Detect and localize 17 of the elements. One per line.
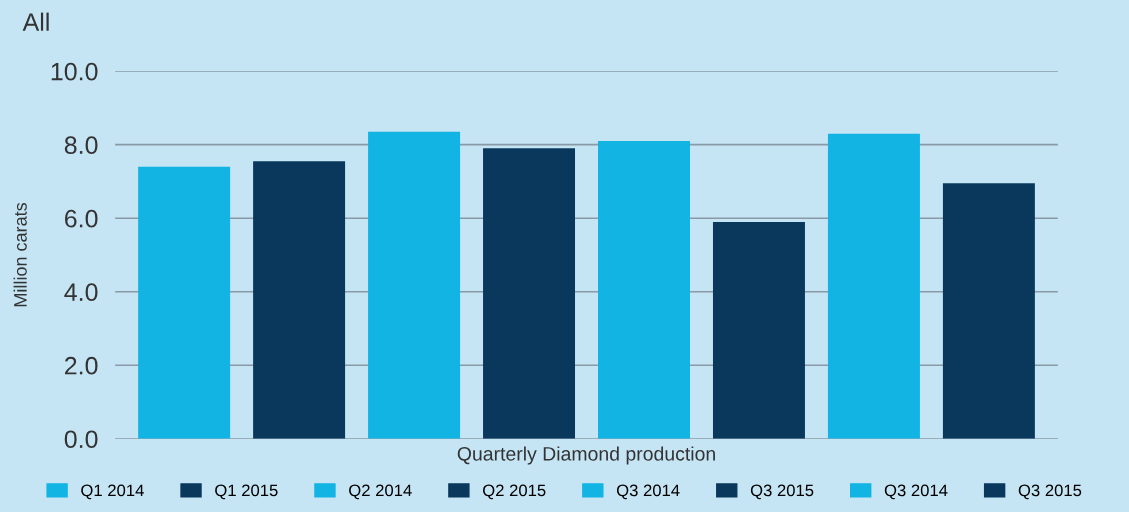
y-axis-title: Million carats [13, 202, 27, 307]
legend-label: Q3 2015 [750, 484, 814, 500]
y-tick-label: 8.0 [64, 136, 98, 154]
x-axis-title: Quarterly Diamond production [457, 446, 715, 465]
legend-label: Q1 2014 [81, 484, 144, 500]
legend-label: Q1 2015 [215, 484, 278, 500]
y-tick-label: 6.0 [65, 209, 98, 228]
chart-title: All [22, 12, 49, 31]
legend-label: Q2 2015 [483, 484, 546, 500]
legend-label: Q3 2014 [884, 484, 948, 500]
y-tick-label: 0.0 [64, 430, 98, 449]
y-tick-label: 4.0 [64, 283, 98, 302]
y-tick-label: 2.0 [65, 356, 98, 375]
legend-label: Q3 2015 [1018, 484, 1082, 500]
y-tick-label: 10.0 [51, 62, 98, 81]
legend-label: Q2 2014 [349, 484, 412, 500]
legend-label: Q3 2014 [616, 484, 680, 500]
